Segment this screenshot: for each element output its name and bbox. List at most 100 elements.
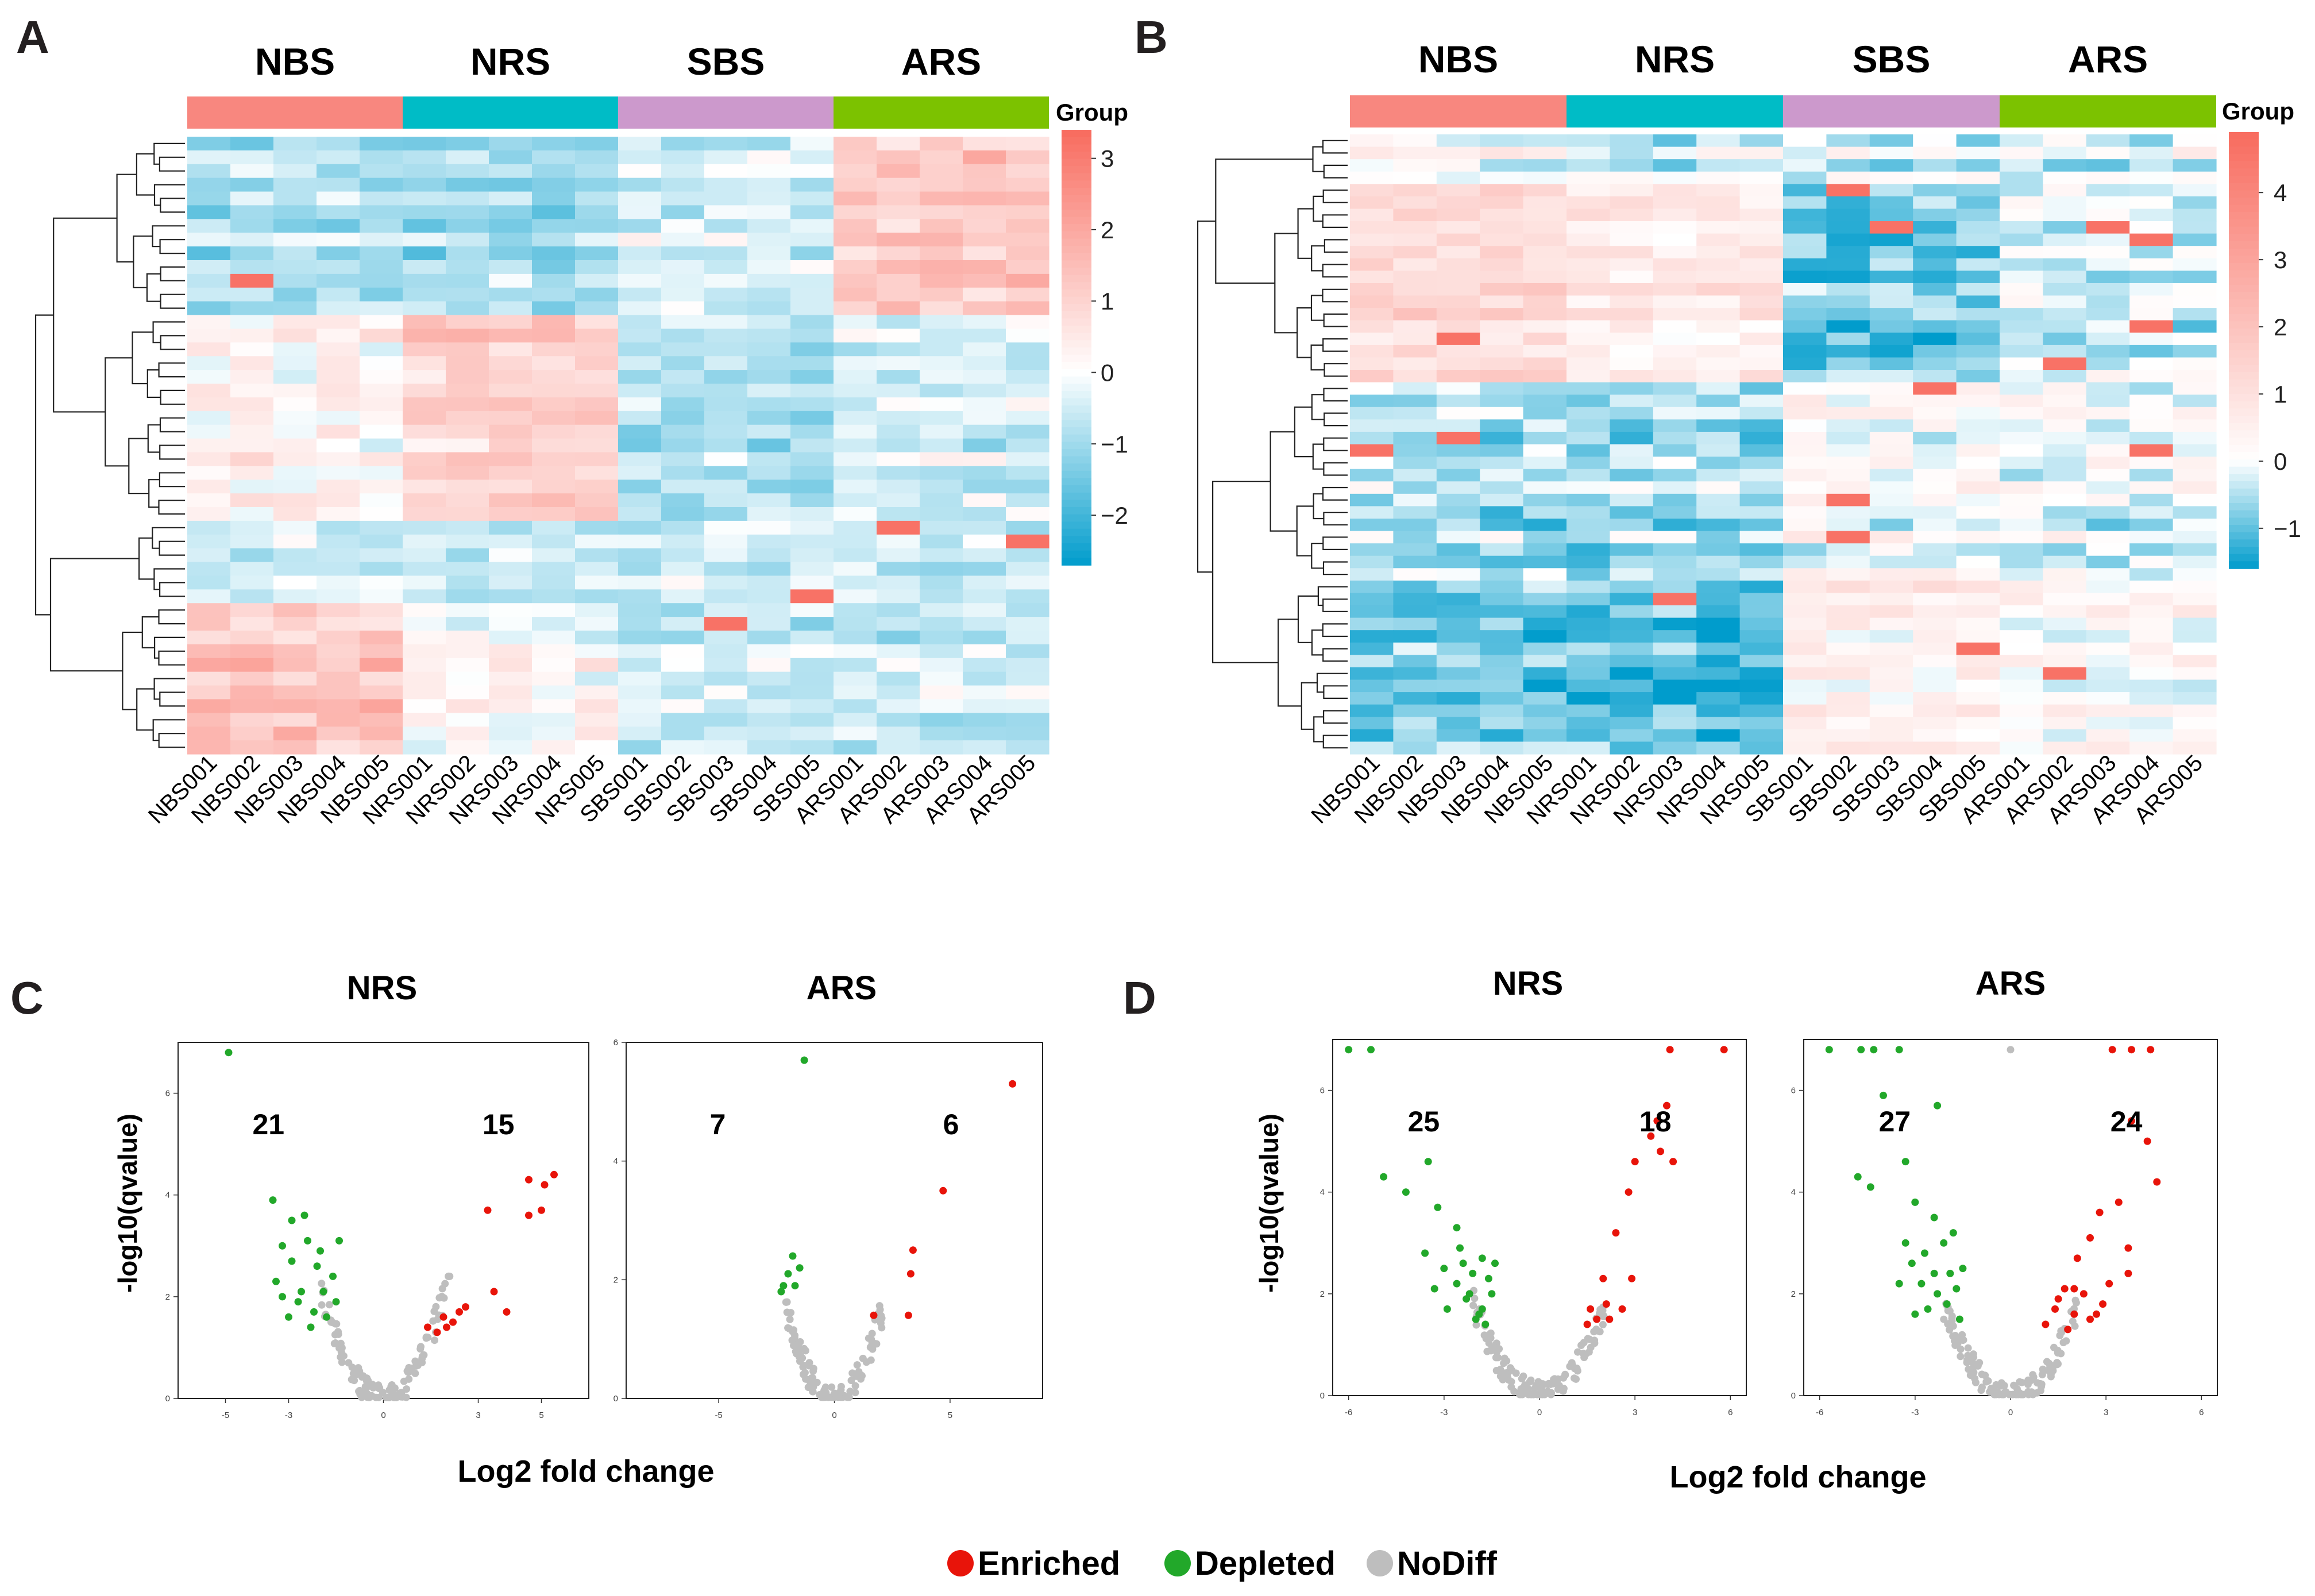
heatmap-cell — [790, 301, 834, 316]
heatmap-cell — [2129, 382, 2174, 395]
heatmap-cell — [1956, 333, 2000, 346]
heatmap-cell — [403, 520, 446, 535]
heatmap-cell — [963, 658, 1006, 673]
heatmap-cell — [2000, 283, 2043, 296]
heatmap-cell — [187, 164, 231, 179]
heatmap-cell — [618, 617, 662, 631]
heatmap-cell — [1913, 246, 1957, 259]
heatmap-cell — [1523, 370, 1567, 383]
heatmap-cell — [360, 219, 403, 233]
heatmap-cell — [2129, 642, 2174, 655]
heatmap-cell — [532, 150, 576, 165]
heatmap-cell — [1826, 493, 1870, 507]
color-scale-step — [1062, 253, 1091, 261]
point-nodiff — [809, 1365, 817, 1373]
heatmap-cell — [187, 631, 231, 645]
heatmap-cell — [2129, 308, 2174, 321]
heatmap-cell — [2173, 655, 2217, 668]
heatmap-cell — [2086, 395, 2130, 408]
heatmap-cell — [1826, 704, 1870, 717]
heatmap-cell — [1567, 704, 1610, 717]
heatmap-cell — [1350, 655, 1394, 668]
heatmap-cell — [403, 631, 446, 645]
heatmap-cell — [230, 342, 274, 357]
heatmap-cell — [877, 631, 920, 645]
heatmap-cell — [1523, 543, 1567, 557]
heatmap-cell — [360, 589, 403, 604]
heatmap-cell — [1956, 134, 2000, 148]
heatmap-cell — [489, 329, 533, 343]
dendrogram-branch — [1197, 221, 1216, 573]
volcano-title-d-ars: ARS — [1976, 965, 2046, 1002]
heatmap-cell — [230, 246, 274, 261]
heatmap-cell — [1393, 457, 1437, 470]
heatmap-cell — [1436, 493, 1480, 507]
heatmap-cell — [1783, 320, 1827, 333]
heatmap-cell — [446, 507, 489, 521]
heatmap-cell — [1956, 741, 2000, 755]
heatmap-cell — [489, 150, 533, 165]
color-scale-step — [1062, 485, 1091, 493]
heatmap-cell — [2086, 717, 2130, 730]
heatmap-cell — [532, 370, 576, 384]
heatmap-cell — [2043, 568, 2087, 581]
y-tick-label: 6 — [614, 1038, 618, 1048]
heatmap-cell — [273, 233, 317, 247]
heatmap-cell — [2086, 506, 2130, 519]
x-tick-label: 3 — [476, 1410, 480, 1420]
heatmap-cell — [618, 191, 662, 206]
heatmap-cell — [1869, 270, 1913, 284]
heatmap-cell — [273, 329, 317, 343]
heatmap-cell — [1696, 481, 1741, 494]
heatmap-cell — [1869, 580, 1913, 594]
heatmap-cell — [2086, 617, 2130, 631]
heatmap-cell — [1913, 580, 1957, 594]
heatmap-cell — [230, 562, 274, 577]
heatmap-cell — [834, 356, 877, 370]
heatmap-cell — [575, 301, 619, 316]
heatmap-cell — [1739, 382, 1784, 395]
heatmap-cell — [1436, 295, 1480, 308]
heatmap-cell — [1956, 593, 2000, 606]
point-depleted — [1901, 1158, 1909, 1166]
point-nodiff — [432, 1303, 440, 1311]
heatmap-cell — [1739, 741, 1784, 755]
point-enriched — [449, 1318, 457, 1326]
color-scale-step — [2229, 198, 2259, 206]
heatmap-cell — [1523, 171, 1567, 184]
heatmap-cell — [187, 589, 231, 604]
heatmap-cell — [230, 370, 274, 384]
heatmap-cell — [317, 342, 360, 357]
heatmap-cell — [1350, 233, 1394, 246]
heatmap-cell — [1523, 518, 1567, 532]
count-depleted: 7 — [710, 1108, 726, 1141]
heatmap-cell — [877, 644, 920, 659]
heatmap-cell — [1783, 543, 1827, 557]
heatmap-cell — [1567, 717, 1610, 730]
heatmap-cell — [618, 452, 662, 466]
heatmap-cell — [1653, 357, 1697, 370]
point-nodiff — [1469, 1301, 1477, 1309]
point-enriched — [2108, 1046, 2116, 1054]
heatmap-cell — [1350, 469, 1394, 482]
heatmap-cell — [877, 713, 920, 727]
heatmap-cell — [2173, 246, 2217, 259]
color-scale-step — [2229, 263, 2259, 271]
point-nodiff — [800, 1344, 808, 1352]
heatmap-cell — [1567, 667, 1610, 681]
point-nodiff — [2059, 1339, 2067, 1347]
heatmap-cell — [187, 177, 231, 192]
heatmap-cell — [360, 273, 403, 288]
color-scale-step — [1062, 144, 1091, 152]
heatmap-cell — [1913, 679, 1957, 693]
heatmap-cell — [920, 466, 963, 480]
heatmap-cell — [403, 685, 446, 700]
x-tick-label: -5 — [222, 1410, 229, 1420]
heatmap-cell — [360, 658, 403, 673]
point-enriched — [1625, 1188, 1633, 1196]
group-bar-segment — [2000, 95, 2216, 127]
heatmap-cell — [1480, 717, 1524, 730]
heatmap-cell — [1826, 617, 1870, 631]
heatmap-cell — [1393, 171, 1437, 184]
heatmap-cell — [877, 466, 920, 480]
